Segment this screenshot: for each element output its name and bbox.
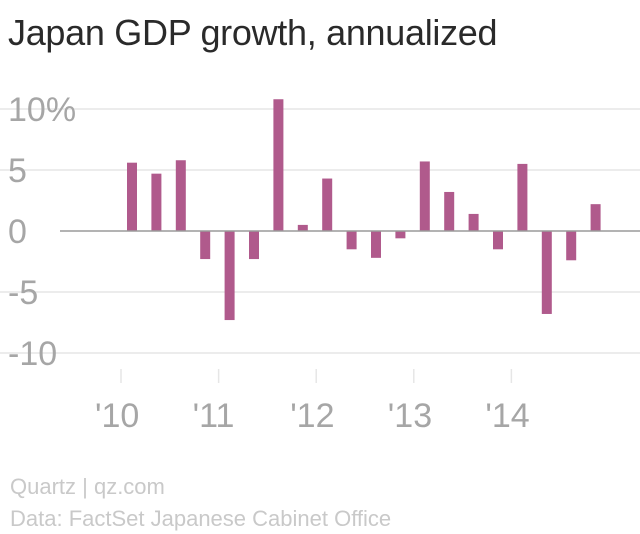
- bar: [175, 160, 186, 231]
- chart-title: Japan GDP growth, annualized: [8, 12, 498, 53]
- bar-chart: 10% 5 0 -5 -10 '10 '11 '12 '13 '14: [0, 91, 640, 435]
- bar: [273, 99, 284, 232]
- x-tick-label: '12: [290, 397, 334, 435]
- y-tick-label: -5: [8, 274, 38, 312]
- bar: [541, 231, 552, 314]
- x-tick-label: '10: [95, 397, 139, 435]
- tick-labels: 10% 5 0 -5 -10 '10 '11 '12 '13 '14: [8, 91, 530, 435]
- bar: [419, 161, 430, 231]
- bar: [517, 163, 528, 231]
- x-tick-label: '14: [485, 397, 529, 435]
- footer-credit: Quartz | qz.com: [10, 474, 165, 499]
- bar: [346, 231, 357, 250]
- y-tick-label: 0: [8, 213, 27, 251]
- bar: [200, 231, 211, 260]
- bar: [468, 213, 479, 231]
- bar: [395, 231, 406, 239]
- bars: [127, 99, 601, 321]
- bar: [151, 173, 162, 231]
- y-tick-label: 5: [8, 152, 27, 190]
- y-tick-label: -10: [8, 335, 57, 373]
- bar: [224, 231, 235, 321]
- bar: [322, 178, 333, 231]
- bar: [371, 231, 381, 258]
- bar: [127, 162, 137, 231]
- footer-source: Data: FactSet Japanese Cabinet Office: [10, 506, 392, 531]
- bar: [493, 231, 503, 250]
- gridlines: [0, 108, 640, 383]
- bar: [297, 224, 308, 231]
- bar: [249, 231, 259, 260]
- x-tick-label: '11: [193, 397, 235, 435]
- x-tick-label: '13: [388, 397, 432, 435]
- bar: [444, 191, 455, 231]
- y-tick-label: 10%: [8, 91, 76, 129]
- bar: [590, 204, 601, 231]
- bar: [566, 231, 577, 261]
